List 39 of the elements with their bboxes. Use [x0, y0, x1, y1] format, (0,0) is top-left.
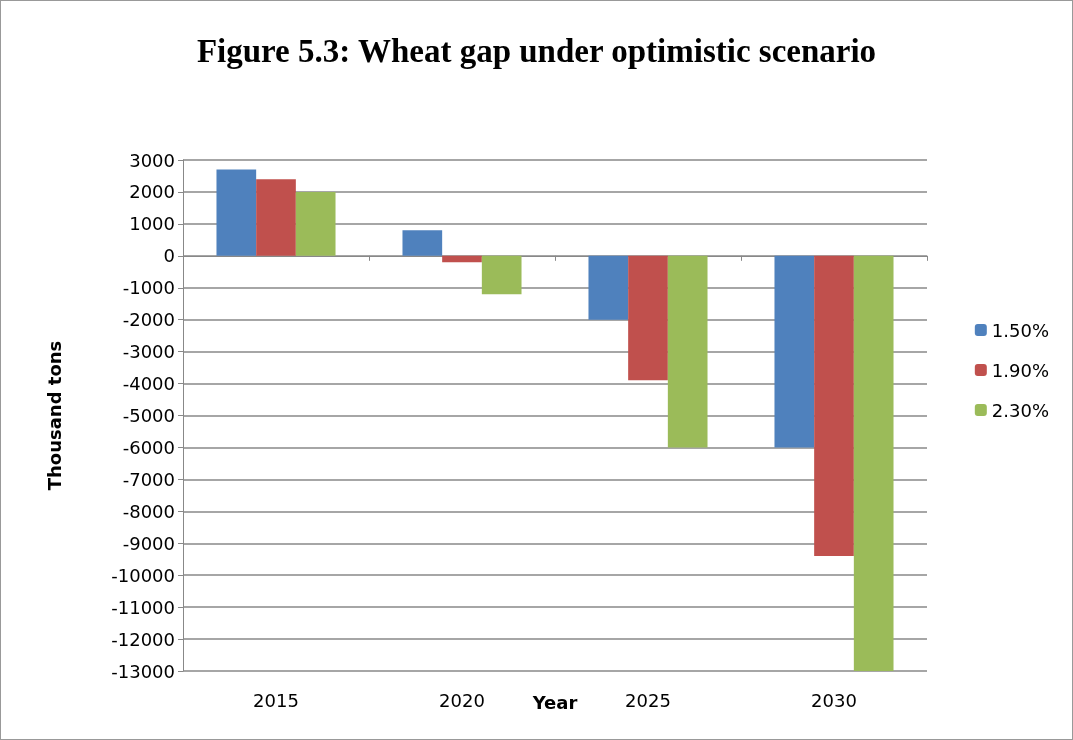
- y-tick-label: -1000: [122, 277, 175, 299]
- y-tick-label: -12000: [111, 628, 175, 650]
- y-tick-label: -4000: [122, 373, 175, 395]
- y-tick-label: -6000: [122, 436, 175, 458]
- y-tick-label: 3000: [129, 149, 175, 171]
- y-tick-label: -7000: [122, 468, 175, 490]
- y-tick-label: 0: [163, 245, 175, 267]
- bar: [814, 255, 854, 557]
- bar: [774, 255, 815, 448]
- legend-label: 1.50%: [991, 319, 1050, 341]
- y-axis-title: Thousand tons: [43, 340, 65, 491]
- y-tick-label: -3000: [122, 341, 175, 363]
- y-tick-label: -8000: [122, 500, 175, 522]
- x-tick-label: 2015: [253, 689, 299, 711]
- bar: [628, 255, 668, 381]
- bar: [256, 179, 296, 256]
- x-tick-label: 2030: [811, 689, 857, 711]
- bar: [481, 255, 522, 295]
- legend-label: 2.30%: [991, 399, 1050, 421]
- x-tick-label: 2020: [439, 689, 485, 711]
- y-tick-label: -11000: [111, 596, 175, 618]
- y-tick-label: -2000: [122, 309, 175, 331]
- x-tick-label: 2025: [625, 689, 671, 711]
- y-tick-label: -10000: [111, 564, 175, 586]
- bar: [442, 255, 482, 263]
- x-axis-title: Year: [531, 691, 578, 713]
- bar: [295, 191, 336, 256]
- bar: [667, 255, 708, 448]
- y-tick-label: 2000: [129, 181, 175, 203]
- y-tick-label: -5000: [122, 405, 175, 426]
- y-tick-label: -9000: [122, 532, 175, 554]
- bar: [402, 230, 443, 256]
- y-tick-label: -13000: [111, 660, 175, 682]
- bar: [588, 255, 629, 320]
- bar: [216, 169, 257, 256]
- legend-label: 1.90%: [991, 359, 1050, 381]
- bar: [853, 255, 894, 671]
- y-tick-label: 1000: [129, 213, 175, 235]
- chart-title: Figure 5.3: Wheat gap under optimistic scenario: [196, 32, 877, 69]
